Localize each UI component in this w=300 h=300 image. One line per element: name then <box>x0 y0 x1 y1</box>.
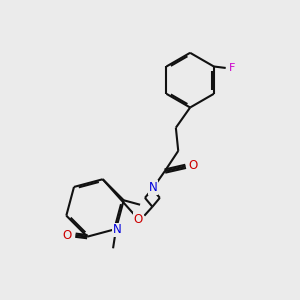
Text: O: O <box>63 229 72 242</box>
Text: O: O <box>188 159 198 172</box>
Text: N: N <box>113 224 122 236</box>
Text: O: O <box>134 213 143 226</box>
Text: F: F <box>229 63 235 73</box>
Text: N: N <box>149 181 158 194</box>
